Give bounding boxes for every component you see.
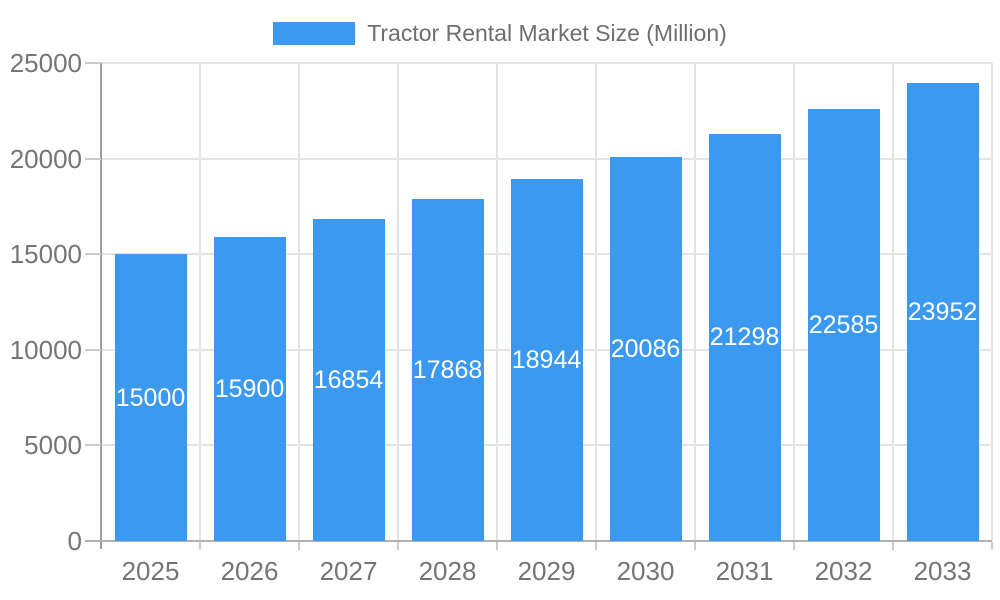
x-gridline [595,63,597,541]
y-axis-label: 10000 [9,334,82,365]
bar-value-label: 15000 [115,383,186,412]
y-tick-mark [85,253,101,256]
bar-2031[interactable] [708,133,781,541]
bar-2032[interactable] [807,109,880,541]
bar-value-label: 16854 [313,365,384,394]
x-tick-mark [397,542,399,550]
x-axis-label: 2026 [220,556,279,586]
bar-value-label: 20086 [610,334,681,363]
x-gridline [793,63,795,541]
x-tick-mark [496,542,498,550]
x-axis-label: 2033 [913,556,972,586]
x-tick-mark [892,542,894,550]
bar-value-label: 17868 [412,356,483,385]
bar-2029[interactable] [510,178,583,541]
y-axis-label: 0 [67,526,82,556]
bar-2025[interactable] [114,254,187,541]
x-axis-line [85,540,992,542]
y-axis-line [100,63,102,549]
bar-value-label: 21298 [709,323,780,352]
x-gridline [991,63,993,541]
bar-value-label: 22585 [808,311,879,340]
bar-value-label: 18944 [511,345,582,374]
y-tick-mark [85,62,101,64]
x-gridline [199,63,201,541]
x-gridline [694,63,696,541]
bar-2033[interactable] [906,83,979,541]
bar-value-label: 15900 [214,374,285,403]
y-tick-mark [85,157,101,160]
x-gridline [892,63,894,541]
x-tick-mark [991,542,993,550]
y-axis-label: 15000 [9,239,82,270]
x-tick-mark [298,542,300,550]
x-tick-mark [694,542,696,550]
x-axis-label: 2025 [121,556,180,586]
x-gridline [298,63,300,541]
x-axis-label: 2029 [517,556,576,586]
bar-value-label: 23952 [907,298,978,327]
x-axis-label: 2027 [319,556,378,586]
legend-item[interactable]: Tractor Rental Market Size (Million) [0,20,1000,47]
bar-2026[interactable] [213,236,286,541]
x-tick-mark [793,542,795,550]
bar-2030[interactable] [609,156,682,541]
y-tick-mark [85,348,101,351]
y-axis-label: 25000 [9,48,82,78]
x-tick-mark [199,542,201,550]
x-gridline [397,63,399,541]
legend-swatch-icon [273,22,356,45]
x-axis-label: 2028 [418,556,477,586]
y-gridline [101,62,992,64]
bar-2028[interactable] [411,199,484,541]
bar-2027[interactable] [312,218,385,541]
y-gridline [101,157,992,160]
y-axis-label: 5000 [24,430,82,461]
x-axis-label: 2032 [814,556,873,586]
legend-label: Tractor Rental Market Size (Million) [367,20,727,46]
y-tick-mark [85,444,101,447]
x-axis-label: 2031 [715,556,774,586]
x-axis-label: 2030 [616,556,675,586]
y-axis-label: 20000 [9,143,82,174]
x-gridline [496,63,498,541]
x-tick-mark [595,542,597,550]
